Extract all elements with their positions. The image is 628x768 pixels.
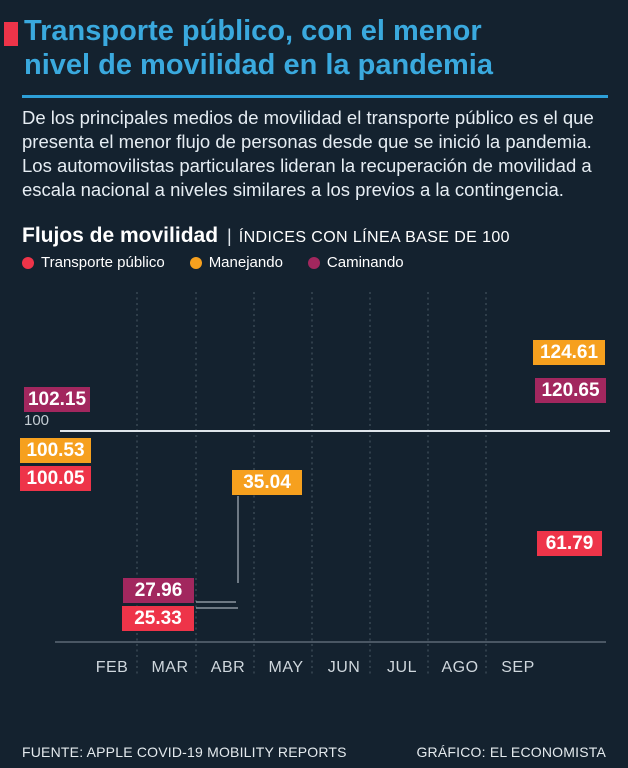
- page-title: Transporte público, con el menor nivel d…: [24, 14, 620, 82]
- chart-title-separator: |: [227, 226, 232, 246]
- value-label-transporte-end: 61.79: [537, 531, 602, 556]
- title-divider: [22, 95, 608, 98]
- baseline-100-label: 100: [24, 412, 50, 429]
- intro-paragraph: De los principales medios de movilidad e…: [22, 106, 622, 202]
- value-label-caminando-min: 27.96: [123, 578, 194, 603]
- legend-label: Transporte público: [41, 254, 165, 271]
- chart-title: Flujos de movilidad: [22, 224, 219, 247]
- month-label: MAY: [269, 659, 304, 676]
- page-title-line2: nivel de movilidad en la pandemia: [24, 49, 493, 81]
- month-label: AGO: [441, 659, 478, 676]
- intro-line: presenta el menor flujo de personas desd…: [22, 131, 592, 152]
- legend-label: Manejando: [208, 254, 283, 271]
- legend-dot-orange-icon: [189, 256, 202, 269]
- month-label: FEB: [96, 659, 129, 676]
- legend-item-manejando: Manejando: [189, 254, 283, 271]
- mobility-line-chart: FEB MAR ABR MAY JUN JUL AGO SEP: [55, 292, 610, 677]
- value-label-manejando-min: 35.04: [232, 470, 302, 495]
- chart-header: Flujos de movilidad | ÍNDICES CON LÍNEA BA…: [22, 224, 622, 248]
- month-label: MAR: [151, 659, 188, 676]
- month-label: JUN: [328, 659, 361, 676]
- footer-credit: GRÁFICO: EL ECONOMISTA: [416, 744, 606, 760]
- footer-source: FUENTE: APPLE COVID-19 MOBILITY REPORTS: [22, 744, 347, 760]
- page-title-line1: Transporte público, con el menor: [24, 15, 482, 47]
- month-label: JUL: [387, 659, 417, 676]
- legend-item-caminando: Caminando: [307, 254, 404, 271]
- intro-line: De los principales medios de movilidad e…: [22, 107, 594, 128]
- legend-dot-red-icon: [22, 256, 34, 269]
- value-label-caminando-start: 102.15: [24, 387, 90, 412]
- legend: Transporte público Manejando Caminando: [22, 254, 404, 271]
- footer: FUENTE: APPLE COVID-19 MOBILITY REPORTS …: [22, 744, 606, 760]
- value-label-manejando-start: 100.53: [20, 438, 91, 463]
- value-label-transporte-start: 100.05: [20, 466, 91, 491]
- chart-subtitle: ÍNDICES CON LÍNEA BASE DE 100: [238, 229, 510, 246]
- value-label-caminando-end: 120.65: [535, 378, 606, 403]
- value-label-transporte-min: 25.33: [122, 606, 194, 631]
- value-label-manejando-end: 124.61: [533, 340, 605, 365]
- intro-line: Los automovilistas particulares lideran …: [22, 155, 592, 176]
- month-label: ABR: [211, 659, 245, 676]
- month-label: SEP: [501, 659, 535, 676]
- legend-label: Caminando: [326, 254, 404, 271]
- accent-red-square: [4, 22, 18, 46]
- legend-dot-magenta-icon: [307, 256, 320, 269]
- intro-line: escala nacional a niveles similares a lo…: [22, 179, 564, 200]
- legend-item-transporte-publico: Transporte público: [22, 254, 165, 271]
